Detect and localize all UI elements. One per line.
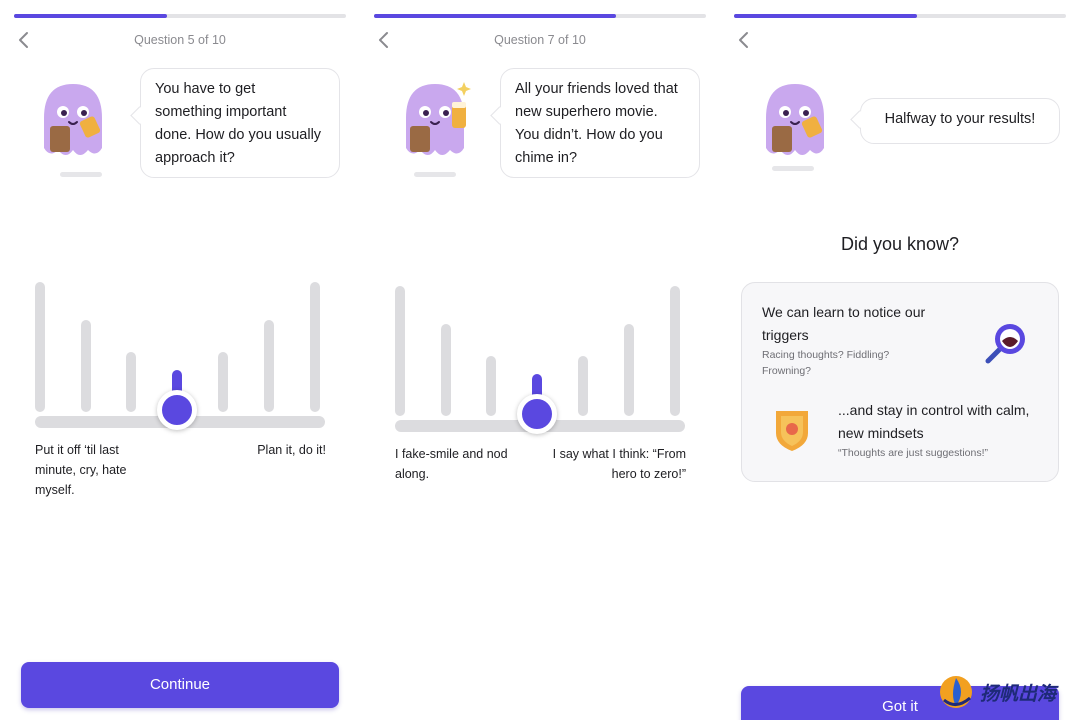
did-you-know-title: Did you know? <box>840 234 960 254</box>
ghost-mascot-icon <box>38 78 108 178</box>
scale-option-2[interactable] <box>441 324 451 416</box>
response-scale[interactable] <box>32 258 332 430</box>
chevron-left-icon <box>739 32 748 48</box>
ghost-mascot-icon <box>400 78 471 178</box>
chevron-left-icon <box>379 32 388 48</box>
scale-right-label: Plan it, do it! <box>257 443 326 457</box>
progress-fill <box>734 14 917 18</box>
continue-button[interactable]: Continue <box>21 662 339 708</box>
scale-option-1[interactable] <box>35 282 45 412</box>
sail-logo-icon <box>940 676 972 708</box>
scale-option-2[interactable] <box>81 320 91 412</box>
question-counter: Question 5 of 10 <box>134 33 226 47</box>
progress-fill <box>14 14 167 18</box>
got-it-label: Got it <box>882 698 918 715</box>
quiz-screen-question-7: Question 7 of 10 All your friends loved … <box>372 0 712 720</box>
back-button[interactable] <box>734 28 756 52</box>
magnifier-icon <box>982 317 1032 367</box>
scale-option-6[interactable] <box>264 320 274 412</box>
back-button[interactable] <box>374 28 396 52</box>
fact-1-subtext: Racing thoughts? Fiddling? Frowning? <box>762 349 890 377</box>
got-it-button[interactable]: Got it <box>741 686 1059 720</box>
speech-bubble: You have to get something important done… <box>140 68 340 178</box>
scale-option-3[interactable] <box>486 356 496 416</box>
fact-1-heading: We can learn to notice our triggers <box>762 304 926 343</box>
bubble-text: Halfway to your results! <box>884 111 1036 127</box>
watermark-logo: 扬帆出海 <box>936 674 1076 710</box>
speech-bubble: All your friends loved that new superher… <box>500 68 700 178</box>
progress-bar <box>14 14 346 18</box>
scale-left-label: I fake-smile and nod along. <box>395 447 508 481</box>
slider-handle[interactable] <box>517 394 557 434</box>
scale-option-7[interactable] <box>310 282 320 412</box>
speech-bubble: Halfway to your results! <box>860 98 1060 144</box>
scale-right-label: I say what I think: “From hero to zero!” <box>552 447 686 481</box>
chevron-left-icon <box>19 32 28 48</box>
progress-bar <box>374 14 706 18</box>
progress-fill <box>374 14 617 18</box>
interstitial-screen: Halfway to your results! Did you know? W… <box>732 0 1072 720</box>
fact-2-subtext: “Thoughts are just suggestions!” <box>838 447 988 459</box>
quiz-screen-question-5: Question 5 of 10 You have to get somethi… <box>12 0 352 720</box>
fact-2-heading: ...and stay in control with calm, new mi… <box>838 402 1030 441</box>
progress-bar <box>734 14 1066 18</box>
scale-option-6[interactable] <box>624 324 634 416</box>
scale-option-5[interactable] <box>578 356 588 416</box>
slider-handle[interactable] <box>157 390 197 430</box>
scale-left-label: Put it off ‘til last minute, cry, hate m… <box>35 443 127 497</box>
scale-option-3[interactable] <box>126 352 136 412</box>
scale-option-7[interactable] <box>670 286 680 416</box>
shield-icon <box>772 407 812 453</box>
back-button[interactable] <box>14 28 36 52</box>
response-scale[interactable] <box>392 262 692 434</box>
scale-option-5[interactable] <box>218 352 228 412</box>
question-text: All your friends loved that new superher… <box>515 81 678 166</box>
ghost-mascot-icon <box>760 78 830 178</box>
watermark-text: 扬帆出海 <box>980 683 1057 705</box>
question-counter: Question 7 of 10 <box>494 33 586 47</box>
question-text: You have to get something important done… <box>155 81 322 166</box>
did-you-know-card: We can learn to notice our triggers Raci… <box>741 282 1059 482</box>
scale-option-1[interactable] <box>395 286 405 416</box>
